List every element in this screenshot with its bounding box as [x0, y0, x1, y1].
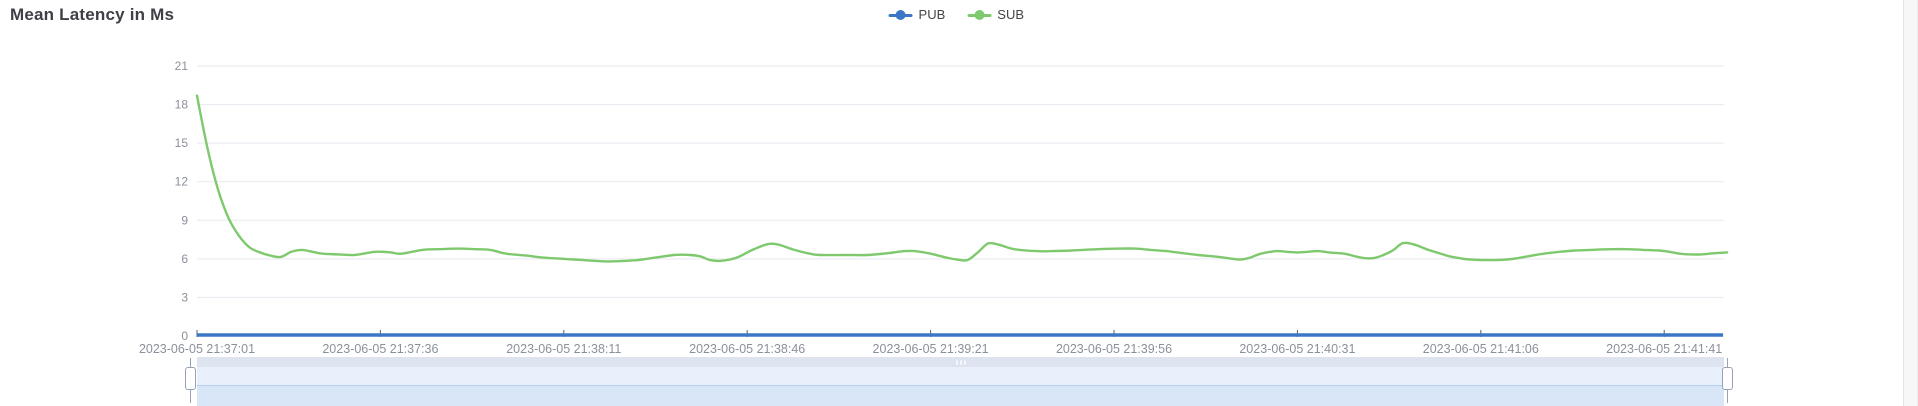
datazoom-slider[interactable] [185, 357, 1733, 406]
y-axis-label: 6 [181, 252, 188, 266]
legend-item-pub[interactable]: PUB [888, 7, 946, 22]
y-axis-label: 9 [181, 213, 188, 227]
y-axis-label: 21 [175, 59, 189, 73]
sub-line-dot-marker-icon [967, 9, 992, 21]
legend-label-sub: SUB [997, 7, 1025, 22]
y-axis-label: 18 [175, 98, 189, 112]
y-axis-label: 15 [175, 136, 189, 150]
x-axis-label: 2023-06-05 21:37:36 [322, 342, 438, 356]
x-axis-label: 2023-06-05 21:41:41 [1606, 342, 1722, 356]
y-axis-label: 3 [181, 290, 188, 304]
slider-selected-area[interactable] [197, 367, 1724, 385]
slider-selected-area-lower[interactable] [197, 386, 1724, 406]
y-axis-label: 12 [175, 175, 189, 189]
x-axis-label: 2023-06-05 21:39:21 [873, 342, 989, 356]
x-axis-label: 2023-06-05 21:38:46 [689, 342, 805, 356]
x-axis-label: 2023-06-05 21:41:06 [1423, 342, 1539, 356]
legend-label-pub: PUB [918, 7, 946, 22]
x-axis-label: 2023-06-05 21:37:01 [139, 342, 255, 356]
sub-series-line [195, 94, 1729, 263]
chart-title: Mean Latency in Ms [10, 5, 175, 24]
grip-dots-icon[interactable] [955, 360, 966, 365]
y-axis-label: 0 [181, 329, 188, 343]
slider-right-handle[interactable] [1722, 367, 1733, 390]
x-axis-label: 2023-06-05 21:39:56 [1056, 342, 1172, 356]
pub-line-dot-marker-icon [888, 9, 913, 21]
x-axis-label: 2023-06-05 21:40:31 [1239, 342, 1355, 356]
slider-divider [197, 385, 1724, 386]
right-scroll-gutter[interactable] [1903, 0, 1918, 406]
chart-legend: PUB SUB [888, 7, 1024, 22]
x-axis-label: 2023-06-05 21:38:11 [506, 342, 621, 356]
slider-left-handle[interactable] [185, 367, 196, 390]
legend-item-sub[interactable]: SUB [967, 7, 1024, 22]
